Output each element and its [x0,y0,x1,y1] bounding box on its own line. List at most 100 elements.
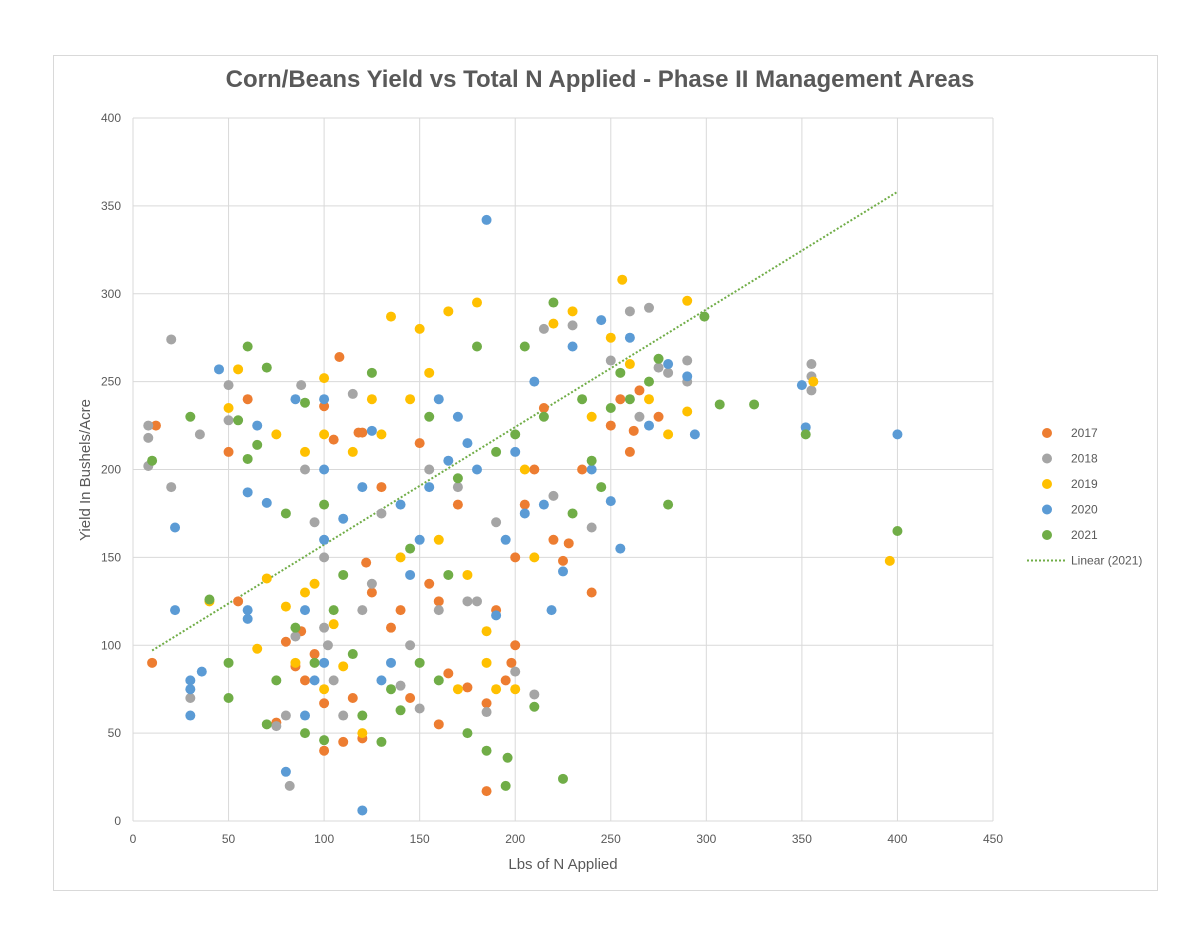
data-point [338,569,349,580]
data-point [644,376,654,387]
data-point [424,482,435,493]
data-point [309,517,320,528]
data-point [386,311,396,322]
data-points [143,214,903,816]
data-point [577,464,588,475]
data-point [586,411,597,422]
data-point [366,394,377,405]
data-point [628,425,639,436]
data-point [433,534,444,545]
data-point [491,610,502,621]
data-point [510,552,521,563]
data-point [328,605,339,616]
data-point [319,735,330,746]
data-point [615,394,626,405]
data-point [500,675,511,686]
y-tick-label: 100 [101,638,121,652]
data-point [242,487,253,498]
data-point [242,605,253,616]
chart-frame [53,55,1158,891]
data-point [147,455,158,466]
data-point [558,566,568,577]
data-point [796,380,807,391]
data-point [185,411,196,422]
data-point [624,306,635,317]
data-point [170,522,181,533]
data-point [605,496,616,507]
data-point [653,353,664,364]
legend-marker [1042,479,1052,489]
data-point [567,508,578,519]
legend: 2017 2018 2019 2020 2021 Linear (2021) [1027,426,1142,568]
data-point [663,429,674,440]
data-point [300,397,310,408]
data-point [808,376,819,387]
data-point [185,684,196,695]
data-point [682,355,693,366]
data-point [481,786,492,797]
data-point [617,274,628,285]
data-point [433,605,444,616]
data-point [347,692,358,703]
data-point [586,464,597,475]
data-point [892,526,903,537]
data-point [615,543,626,554]
data-point [452,684,463,695]
data-point [481,626,492,637]
data-point [194,429,205,440]
data-point [510,640,521,651]
data-point [319,622,330,633]
data-point [338,736,349,747]
legend-label: 2021 [1071,528,1098,542]
y-tick-label: 350 [101,199,121,213]
data-point [166,334,177,345]
y-tick-label: 200 [101,463,121,477]
data-point [538,323,549,334]
data-point [644,394,654,405]
data-point [252,420,263,431]
data-point [366,578,377,589]
data-point [519,508,530,519]
data-point [414,534,425,545]
data-point [261,497,272,508]
data-point [443,306,454,317]
series-2018 [143,302,817,791]
data-point [596,315,607,326]
series-2021 [147,297,903,791]
data-point [290,394,301,405]
data-point [510,666,521,677]
series-2020 [170,214,903,816]
data-point [300,728,310,739]
data-point [624,446,635,457]
data-point [223,380,234,391]
data-point [405,543,416,554]
data-point [319,429,330,440]
y-tick-label: 250 [101,375,121,389]
data-point [452,499,463,510]
data-point [386,622,396,633]
data-point [502,752,513,763]
data-point [386,684,396,695]
data-point [223,657,234,668]
data-point [806,385,817,396]
data-point [280,710,291,721]
data-point [472,596,482,607]
data-point [366,425,377,436]
data-point [714,399,725,410]
data-point [357,805,368,816]
data-point [338,710,349,721]
data-point [510,446,521,457]
data-point [481,214,492,225]
data-point [290,657,301,668]
data-point [644,302,654,313]
series-2019 [204,274,895,739]
data-point [280,766,291,777]
data-point [519,464,530,475]
y-tick-label: 0 [114,814,121,828]
legend-marker [1042,428,1052,438]
data-point [605,420,616,431]
data-point [405,569,416,580]
data-point [204,594,215,605]
data-point [443,455,454,466]
data-point [319,499,330,510]
